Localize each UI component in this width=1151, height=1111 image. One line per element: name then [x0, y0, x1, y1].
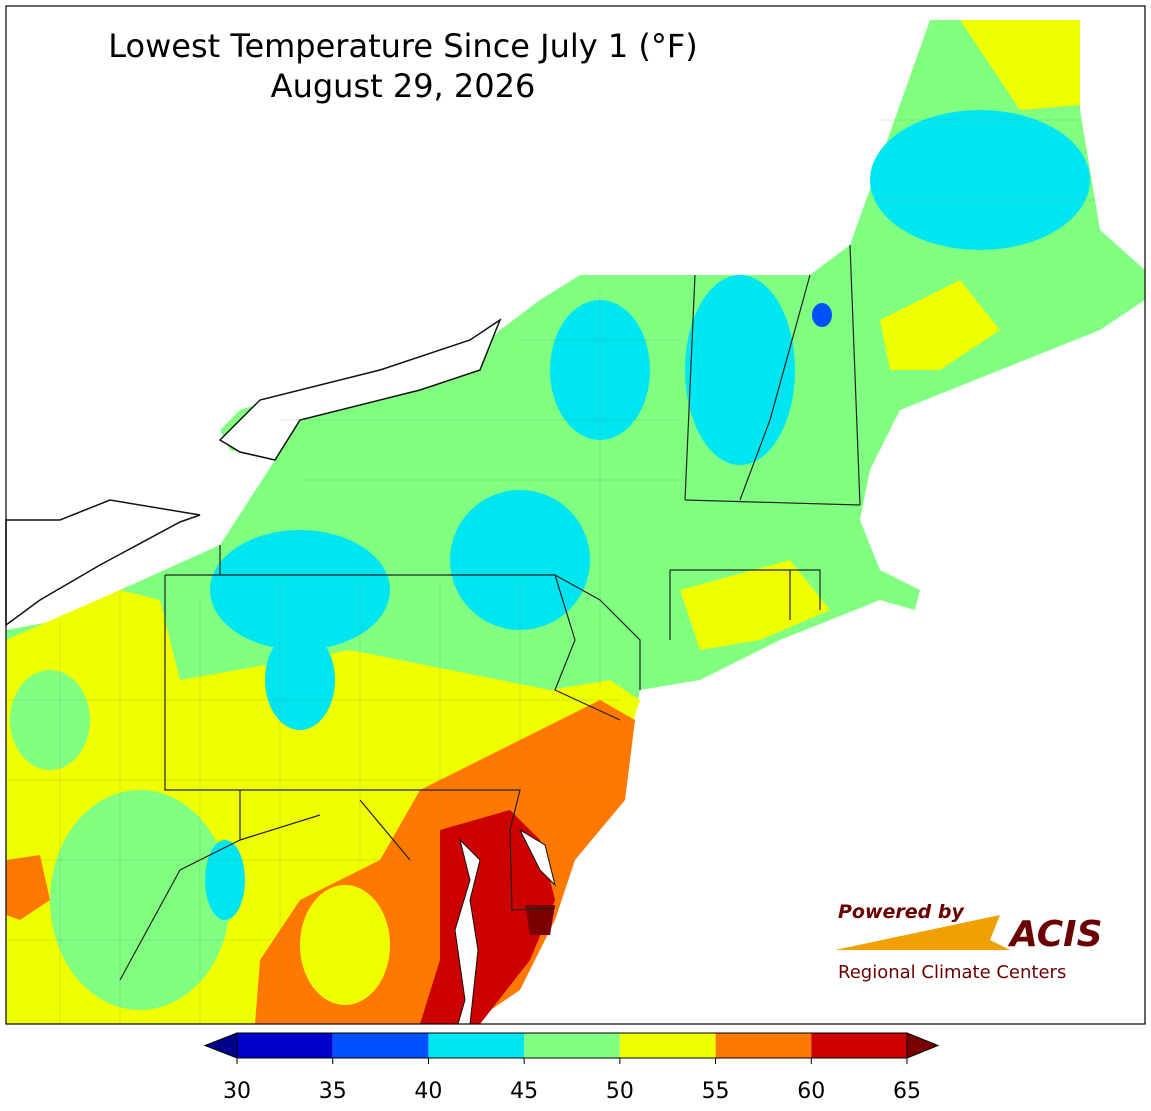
cold-zone	[265, 630, 335, 730]
warm-zone	[880, 280, 1000, 370]
colorbar-segment	[619, 1033, 716, 1058]
map-subtitle: August 29, 2026	[271, 67, 536, 105]
acis-logo: Powered by ACIS Regional Climate Centers	[835, 901, 1103, 983]
hottest-zone	[525, 905, 555, 935]
colorbar-segment	[715, 1033, 812, 1058]
cold-zone	[870, 110, 1090, 250]
colorbar-frame	[236, 1032, 908, 1059]
colorbar-tick-label: 40	[414, 1079, 442, 1104]
county-lines	[6, 119, 1100, 1024]
colorbar-tick-label: 45	[510, 1079, 538, 1104]
colder-zone	[812, 303, 832, 327]
logo-name: ACIS	[1007, 914, 1103, 955]
logo-powered: Powered by	[838, 901, 965, 923]
colorbar-over	[906, 1032, 940, 1059]
warm-zone	[960, 20, 1080, 110]
colorbar-segment	[332, 1033, 429, 1058]
lake-ontario	[218, 318, 502, 461]
colorbar: 30 35 40 45 50 55 60 65	[203, 1032, 940, 1104]
colorbar-segment	[811, 1033, 907, 1058]
colorbar-tick-label: 65	[893, 1079, 921, 1104]
colorbar-tick-label: 30	[223, 1079, 251, 1104]
map	[5, 5, 1146, 1025]
colorbar-segment	[237, 1033, 333, 1058]
colorbar-tick-label: 35	[319, 1079, 347, 1104]
colorbar-under	[203, 1032, 238, 1059]
colorbar-tick-label: 55	[702, 1079, 730, 1104]
warm-zone	[300, 885, 390, 1005]
map-title: Lowest Temperature Since July 1 (°F)	[108, 27, 698, 65]
cool-zone	[50, 790, 230, 1010]
logo-swoosh	[835, 915, 1010, 950]
colorbar-tick-label: 60	[797, 1079, 825, 1104]
hotter-zone	[420, 810, 555, 1024]
state-lines	[119, 244, 861, 981]
lake-erie	[5, 499, 201, 627]
colorbar-segment	[524, 1033, 620, 1058]
cold-zone	[450, 490, 590, 630]
cold-zone	[685, 275, 795, 465]
map-frame	[5, 5, 1146, 1025]
colorbar-tick-label: 50	[606, 1079, 634, 1104]
colorbar-segment	[428, 1033, 525, 1058]
cold-zone	[210, 530, 390, 650]
cool-zone	[10, 670, 90, 770]
delaware-bay	[518, 828, 556, 887]
hot-zone	[6, 855, 50, 920]
warm-zone	[680, 560, 830, 650]
cold-zone	[205, 840, 245, 920]
logo-org: Regional Climate Centers	[838, 962, 1066, 983]
